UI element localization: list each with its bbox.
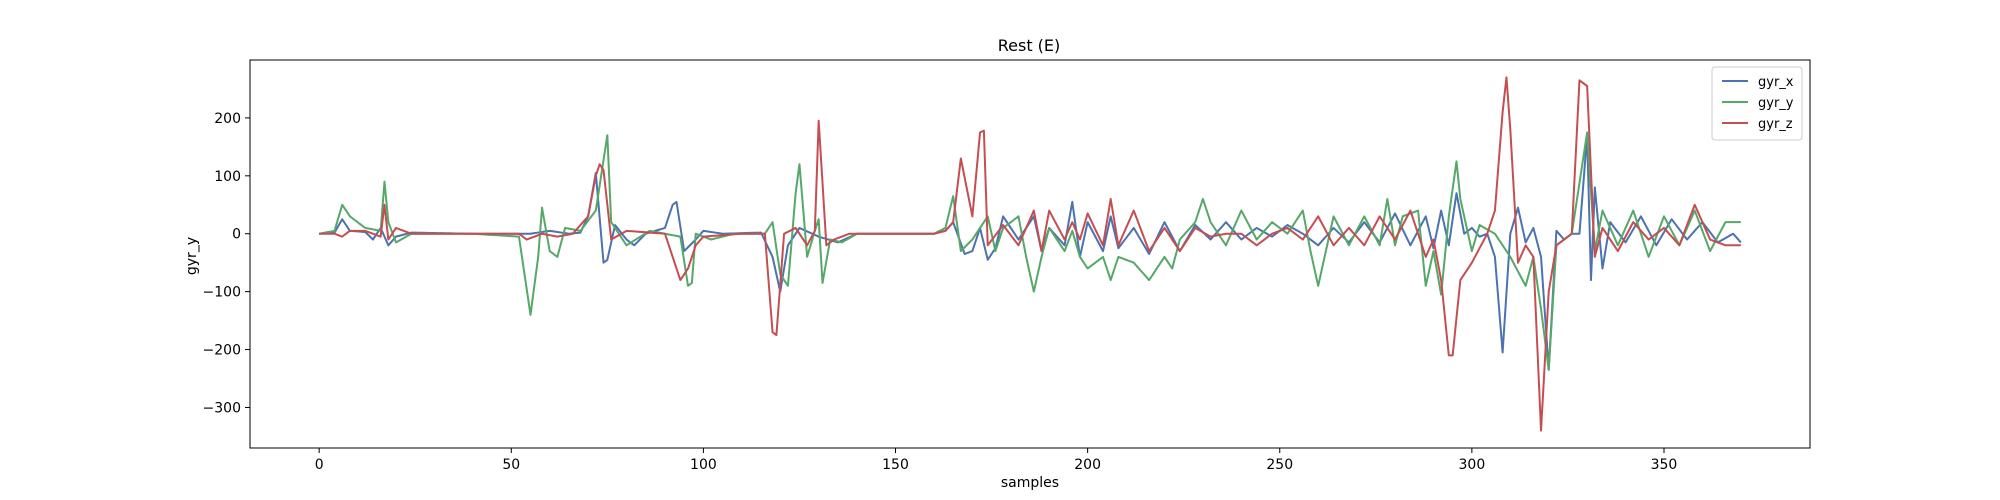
legend: gyr_x gyr_y gyr_z — [1711, 66, 1803, 141]
x-tick-label: 100 — [690, 457, 717, 473]
y-tick-label: −200 — [203, 343, 241, 359]
x-tick-label: 350 — [1651, 457, 1678, 473]
y-tick-label: −100 — [203, 285, 241, 301]
legend-label: gyr_z — [1758, 117, 1793, 132]
series-group — [318, 76, 1742, 432]
chart-title: Rest (E) — [998, 36, 1061, 55]
legend-box — [1711, 66, 1803, 141]
y-tick-label: 0 — [232, 227, 241, 243]
x-tick-label: 0 — [315, 457, 324, 473]
x-tick-label: 300 — [1459, 457, 1486, 473]
series-line-gyr-y — [318, 131, 1741, 371]
series-line-gyr-z — [319, 76, 1741, 432]
x-tick-label: 250 — [1266, 457, 1293, 473]
y-tick-label: 100 — [214, 169, 241, 185]
legend-label: gyr_x — [1758, 75, 1794, 90]
y-axis-label: gyr_y — [184, 237, 200, 275]
plot-frame — [249, 59, 1811, 449]
x-tick-label: 50 — [502, 457, 520, 473]
legend-label: gyr_y — [1758, 96, 1794, 111]
x-axis-label: samples — [1001, 475, 1059, 491]
y-tick-label: 200 — [214, 111, 241, 127]
x-tick-label: 200 — [1074, 457, 1101, 473]
x-tick-label: 150 — [882, 457, 909, 473]
y-tick-label: −300 — [203, 400, 241, 416]
x-axis: 0 50 100 150 200 250 300 350 — [315, 448, 1678, 473]
y-axis: −300 −200 −100 0 100 200 — [203, 111, 250, 416]
series-line-gyr-x — [319, 134, 1742, 371]
